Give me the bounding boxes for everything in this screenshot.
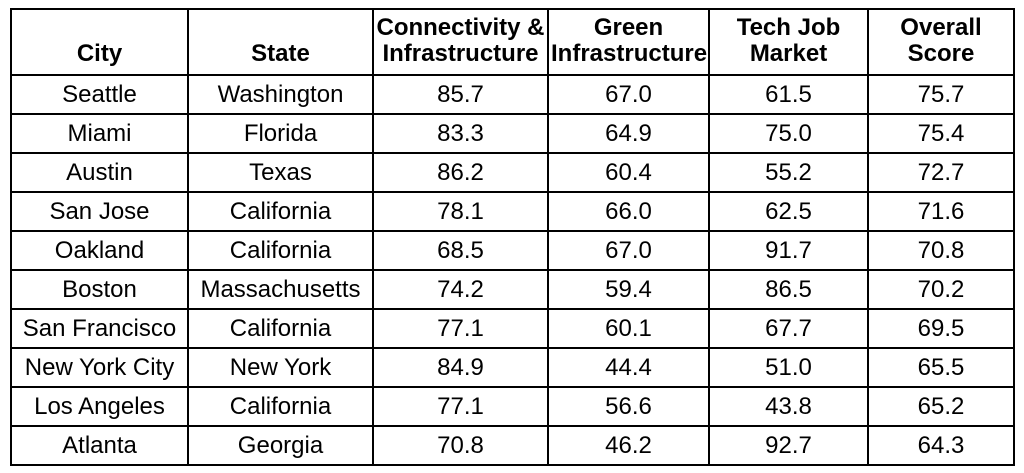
city-cell: Atlanta	[10, 425, 189, 466]
table-cell: Texas	[187, 152, 374, 193]
table-cell: 72.7	[867, 152, 1015, 193]
table-cell: 84.9	[372, 347, 549, 388]
table-row: Austin Texas 86.2 60.4 55.2 72.7	[10, 152, 1015, 193]
table-cell: 86.2	[372, 152, 549, 193]
table-cell: 75.4	[867, 113, 1015, 154]
table-cell: New York	[187, 347, 374, 388]
table-cell: Georgia	[187, 425, 374, 466]
table-cell: Massachusetts	[187, 269, 374, 310]
column-header-city: City	[10, 8, 189, 76]
table-cell: 85.7	[372, 74, 549, 115]
table-cell: 67.7	[708, 308, 869, 349]
table-cell: 67.0	[547, 74, 710, 115]
table-row: San Francisco California 77.1 60.1 67.7 69.5	[10, 308, 1015, 349]
table-cell: 56.6	[547, 386, 710, 427]
city-scores-table: City State Connectivity & Infrastructure…	[10, 8, 1015, 466]
table-row: Seattle Washington 85.7 67.0 61.5 75.7	[10, 74, 1015, 115]
table-row: Los Angeles California 77.1 56.6 43.8 65.2	[10, 386, 1015, 427]
table-cell: 55.2	[708, 152, 869, 193]
table-cell: California	[187, 230, 374, 271]
city-scores-table-container: City State Connectivity & Infrastructure…	[10, 8, 1015, 466]
table-row: Boston Massachusetts 74.2 59.4 86.5 70.2	[10, 269, 1015, 310]
header-row: City State Connectivity & Infrastructure…	[10, 8, 1015, 76]
table-cell: 86.5	[708, 269, 869, 310]
city-cell: Boston	[10, 269, 189, 310]
table-cell: 65.2	[867, 386, 1015, 427]
table-cell: 44.4	[547, 347, 710, 388]
table-cell: 70.2	[867, 269, 1015, 310]
city-cell: Seattle	[10, 74, 189, 115]
table-cell: 77.1	[372, 386, 549, 427]
table-cell: 91.7	[708, 230, 869, 271]
table-cell: 43.8	[708, 386, 869, 427]
table-cell: 61.5	[708, 74, 869, 115]
table-cell: 60.1	[547, 308, 710, 349]
table-cell: 70.8	[372, 425, 549, 466]
table-cell: 62.5	[708, 191, 869, 232]
table-cell: 66.0	[547, 191, 710, 232]
table-cell: 64.3	[867, 425, 1015, 466]
city-cell: Oakland	[10, 230, 189, 271]
table-cell: 65.5	[867, 347, 1015, 388]
city-cell: Austin	[10, 152, 189, 193]
table-row: San Jose California 78.1 66.0 62.5 71.6	[10, 191, 1015, 232]
column-header-state: State	[187, 8, 374, 76]
city-cell: San Francisco	[10, 308, 189, 349]
column-header-connectivity-infrastructure: Connectivity & Infrastructure	[372, 8, 549, 76]
table-cell: 78.1	[372, 191, 549, 232]
city-cell: Miami	[10, 113, 189, 154]
table-row: Atlanta Georgia 70.8 46.2 92.7 64.3	[10, 425, 1015, 466]
column-header-overall-score: Overall Score	[867, 8, 1015, 76]
city-cell: San Jose	[10, 191, 189, 232]
table-cell: 71.6	[867, 191, 1015, 232]
table-cell: 69.5	[867, 308, 1015, 349]
table-body: Seattle Washington 85.7 67.0 61.5 75.7 Miami Fl…	[10, 74, 1015, 466]
table-cell: 74.2	[372, 269, 549, 310]
table-cell: 77.1	[372, 308, 549, 349]
table-cell: 75.7	[867, 74, 1015, 115]
table-cell: 75.0	[708, 113, 869, 154]
table-row: Oakland California 68.5 67.0 91.7 70.8	[10, 230, 1015, 271]
table-cell: California	[187, 308, 374, 349]
table-cell: 60.4	[547, 152, 710, 193]
table-cell: 64.9	[547, 113, 710, 154]
table-cell: Washington	[187, 74, 374, 115]
table-cell: California	[187, 191, 374, 232]
table-cell: 59.4	[547, 269, 710, 310]
table-cell: 68.5	[372, 230, 549, 271]
table-cell: 70.8	[867, 230, 1015, 271]
table-cell: 83.3	[372, 113, 549, 154]
column-header-tech-job-market: Tech Job Market	[708, 8, 869, 76]
table-row: Miami Florida 83.3 64.9 75.0 75.4	[10, 113, 1015, 154]
table-cell: 92.7	[708, 425, 869, 466]
table-cell: California	[187, 386, 374, 427]
table-cell: 46.2	[547, 425, 710, 466]
table-cell: Florida	[187, 113, 374, 154]
city-cell: Los Angeles	[10, 386, 189, 427]
city-cell: New York City	[10, 347, 189, 388]
table-cell: 67.0	[547, 230, 710, 271]
table-cell: 51.0	[708, 347, 869, 388]
table-row: New York City New York 84.9 44.4 51.0 65.5	[10, 347, 1015, 388]
column-header-green-infrastructure: Green Infrastructure	[547, 8, 710, 76]
table-header: City State Connectivity & Infrastructure…	[10, 8, 1015, 76]
